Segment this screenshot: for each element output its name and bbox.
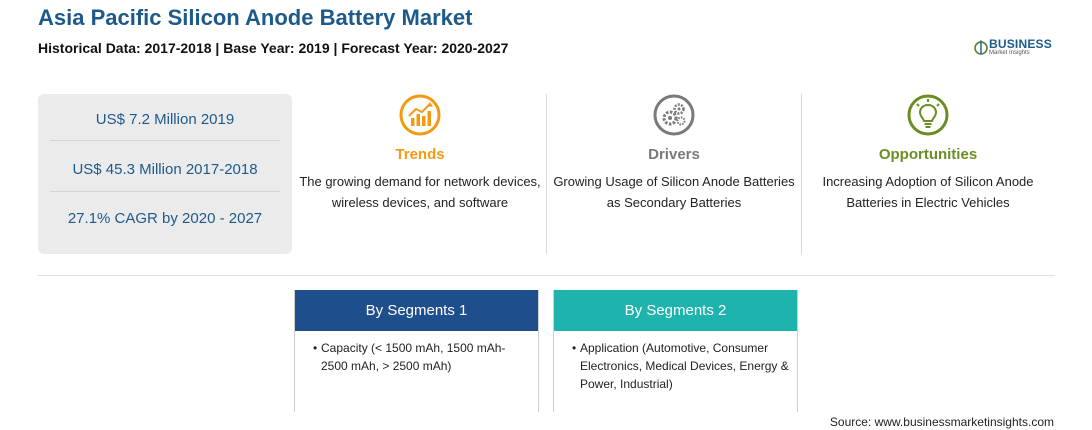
opportunities-description: Increasing Adoption of Silicon Anode Bat… [822,174,1034,210]
bullet-icon: • [313,341,318,355]
factor-divider [801,94,802,254]
gears-icon [653,94,695,136]
page-title: Asia Pacific Silicon Anode Battery Marke… [38,5,473,30]
segment-2-item: • Application (Automotive, Consumer Elec… [554,331,797,393]
stat-cagr: 27.1% CAGR by 2020 - 2027 [67,210,263,227]
segment-1-text: Capacity (< 1500 mAh, 1500 mAh-2500 mAh,… [321,341,506,373]
section-divider [38,275,1055,276]
factor-divider [546,94,547,254]
trends-card: Trends The growing demand for network de… [295,94,545,213]
segment-1-item: • Capacity (< 1500 mAh, 1500 mAh-2500 mA… [295,331,538,375]
lightbulb-icon [907,94,949,136]
drivers-title: Drivers [648,146,700,163]
logo-tagline: Market Insights [989,50,1030,56]
segment-1-header: By Segments 1 [295,290,538,331]
market-stats-panel: US$ 7.2 Million 2019 US$ 45.3 Million 20… [38,94,292,254]
bullet-icon: • [572,341,577,355]
segment-2-text: Application (Automotive, Consumer Electr… [580,341,789,391]
globe-logo-icon [974,40,988,55]
trends-description: The growing demand for network devices, … [299,174,541,210]
business-market-insights-logo: BUSINESS Market Insights [974,36,1064,60]
stat-divider [50,140,280,141]
drivers-description: Growing Usage of Silicon Anode Batteries… [553,174,795,210]
source-citation: Source: www.businessmarketinsights.com [829,415,1054,429]
trends-title: Trends [395,146,445,163]
opportunities-title: Opportunities [878,146,978,163]
drivers-card: Drivers Growing Usage of Silicon Anode B… [549,94,799,213]
trend-chart-icon [399,94,441,136]
segment-card-2: By Segments 2 • Application (Automotive,… [553,290,798,412]
segment-2-header: By Segments 2 [554,290,797,331]
opportunities-card: Opportunities Increasing Adoption of Sil… [803,94,1053,213]
stat-divider [50,191,280,192]
stat-market-value-2019: US$ 7.2 Million 2019 [95,111,235,128]
stat-historical-value: US$ 45.3 Million 2017-2018 [72,161,258,178]
page-subtitle: Historical Data: 2017-2018 | Base Year: … [38,40,509,56]
logo-name: BUSINESS [989,37,1052,51]
segment-card-1: By Segments 1 • Capacity (< 1500 mAh, 15… [294,290,539,412]
